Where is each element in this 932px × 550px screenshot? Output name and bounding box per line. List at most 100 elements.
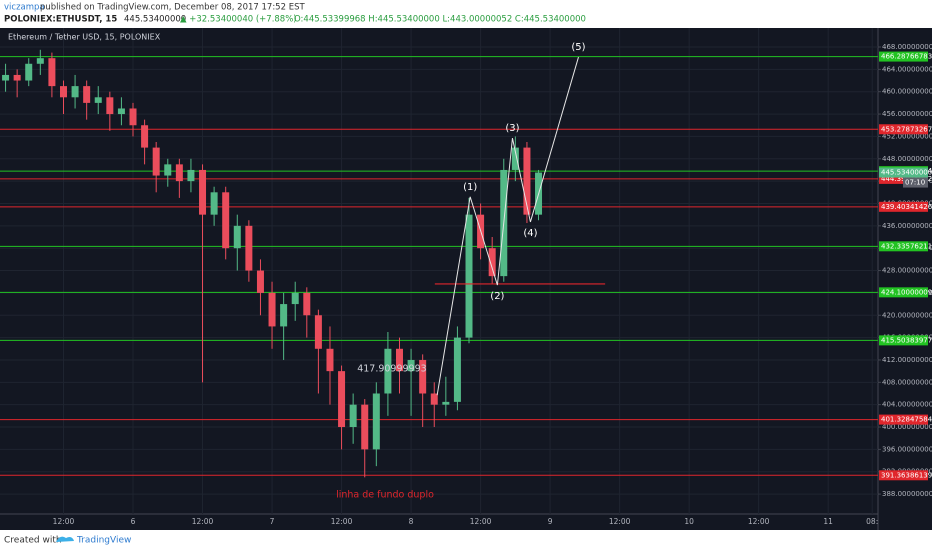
candle-body	[245, 225, 253, 271]
published: published on TradingView.com, December 0…	[40, 3, 305, 13]
candle-body	[280, 304, 288, 327]
candle-body	[303, 292, 311, 316]
candle-body	[94, 97, 102, 103]
candle-body	[407, 359, 415, 372]
level-label: 466.28766783	[881, 53, 932, 61]
candle-body	[164, 164, 172, 176]
candle-body	[419, 359, 427, 394]
candle-body	[83, 86, 91, 103]
level-label: 391.36386139	[881, 471, 932, 479]
candle-body	[349, 404, 357, 428]
level-label: 401.32847584	[881, 416, 932, 424]
level-label: 432.33576211	[881, 242, 932, 250]
level-label-bg	[879, 287, 928, 298]
candle-body	[106, 97, 114, 115]
candle-body	[314, 315, 322, 349]
candle-body	[291, 292, 299, 305]
symbol: POLONIEX:ETHUSDT, 15	[4, 15, 117, 25]
x-tick-label: 9	[548, 517, 553, 526]
chart-title: Ethereum / Tether USD, 15, POLONIEX	[8, 33, 161, 42]
candle-body	[442, 401, 450, 405]
candle-body	[210, 192, 218, 215]
level-label-bg	[879, 201, 928, 212]
candle-body	[453, 337, 461, 402]
level-label-bg	[879, 51, 928, 62]
candle-body	[384, 348, 392, 394]
level-label: 415.50383977	[881, 336, 932, 344]
y-tick-label: 448.00000000	[882, 155, 932, 163]
y-tick-label: 412.00000000	[882, 356, 932, 364]
price-label: 445.53400000	[881, 169, 932, 177]
wave-label: (5)	[571, 42, 585, 53]
level-label-bg	[879, 241, 928, 252]
annotation: linha de fundo duplo	[336, 490, 434, 501]
candle-body	[129, 108, 137, 126]
countdown-bg	[903, 177, 928, 188]
footer-brand[interactable]: TradingView	[76, 536, 131, 546]
candle-body	[175, 164, 183, 182]
candle-body	[25, 63, 33, 81]
candle-body	[117, 108, 125, 115]
y-tick-label: 436.00000000	[882, 222, 932, 230]
change: ▲ +32.53400040 (+7.88%)	[180, 15, 297, 25]
candle-body	[152, 147, 160, 176]
candle-body	[430, 393, 438, 405]
y-tick-label: 408.00000000	[882, 378, 932, 386]
candle-body	[488, 248, 496, 277]
candle-body	[465, 214, 473, 338]
x-tick-label: 11	[823, 517, 833, 526]
candle-body	[268, 292, 276, 327]
y-tick-label: 456.00000000	[882, 110, 932, 118]
candle-body	[256, 270, 264, 293]
candle-body	[523, 147, 531, 215]
y-tick-label: 420.00000000	[882, 311, 932, 319]
ohlc: O:445.53399968 H:445.53400000 L:443.0000…	[294, 15, 586, 25]
candle-body	[36, 58, 44, 64]
level-label-bg	[879, 124, 928, 135]
x-tick-label: 10	[684, 517, 694, 526]
wave-label: (2)	[490, 291, 504, 302]
level-label: 453.27873267	[881, 125, 932, 133]
x-tick-label: 12:00	[470, 517, 492, 526]
candle-body	[222, 192, 230, 249]
y-tick-label: 428.00000000	[882, 267, 932, 275]
x-tick-label: 8	[409, 517, 414, 526]
author[interactable]: viczampa	[4, 3, 45, 13]
candle-body	[71, 86, 79, 98]
annotation: 417.90999993	[357, 363, 427, 374]
footer-bg	[0, 530, 932, 550]
candle-body	[141, 125, 149, 148]
wave-label: (3)	[505, 123, 519, 134]
candle-body	[199, 169, 207, 215]
x-tick-label: 12:00	[748, 517, 770, 526]
tv-logo	[56, 536, 74, 542]
candle-body	[361, 404, 369, 450]
candle-body	[511, 147, 519, 170]
footer-created: Created with	[4, 536, 62, 546]
x-tick-label: 12:00	[331, 517, 353, 526]
candle-body	[48, 58, 56, 87]
candle-body	[13, 74, 21, 81]
wave-label: (4)	[523, 228, 537, 239]
y-tick-label: 404.00000000	[882, 401, 932, 409]
candle-body	[2, 74, 10, 81]
countdown: 07:10	[905, 179, 925, 187]
x-tick-label: 6	[131, 517, 136, 526]
y-tick-label: 400.00000000	[882, 423, 932, 431]
candle-body	[326, 348, 334, 372]
level-label: 424.10000009	[881, 288, 932, 296]
level-label-bg	[879, 414, 928, 425]
candle-body	[59, 86, 67, 98]
y-tick-label: 464.00000000	[882, 65, 932, 73]
level-label-bg	[879, 470, 928, 481]
candle-body	[233, 225, 241, 249]
y-tick-label: 460.00000000	[882, 88, 932, 96]
last-price: 445.53400000	[124, 15, 186, 25]
y-tick-label: 388.00000000	[882, 490, 932, 498]
y-tick-label: 468.00000000	[882, 43, 932, 51]
x-tick-label: 12:00	[53, 517, 75, 526]
wave-line	[436, 56, 579, 396]
candle-body	[395, 348, 403, 372]
level-label-bg	[879, 335, 928, 346]
